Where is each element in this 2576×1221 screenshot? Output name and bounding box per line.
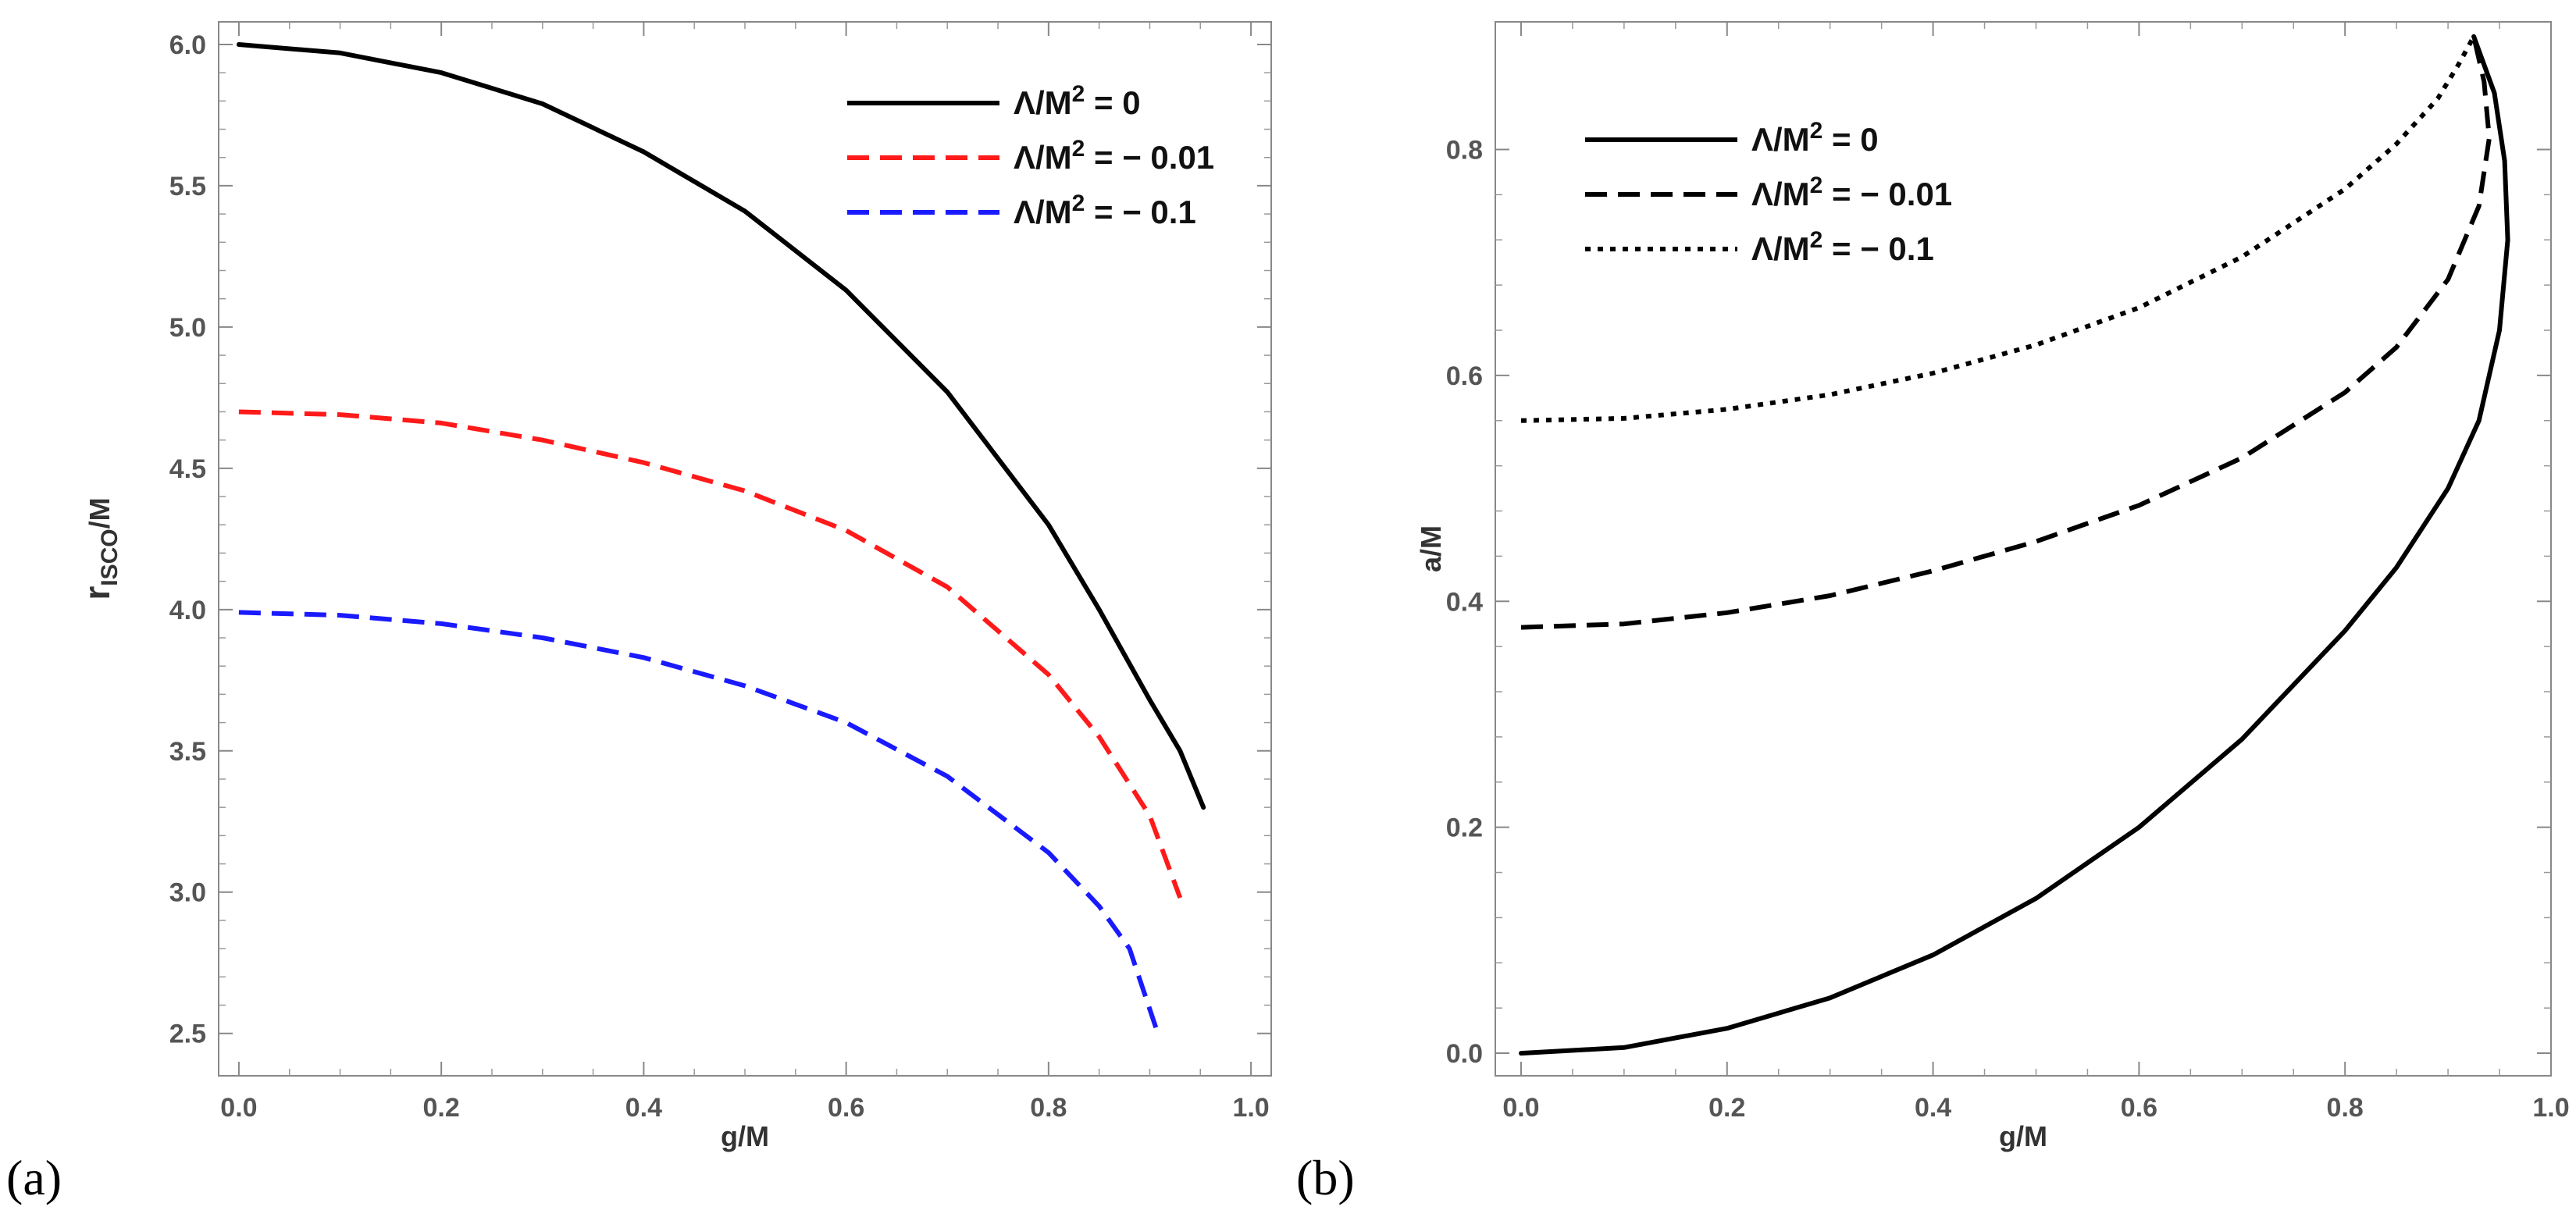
plot-frame	[218, 21, 1272, 1077]
series-line	[238, 409, 1183, 899]
series-line	[1520, 36, 2492, 630]
series-line	[1520, 35, 2476, 423]
chart-panel-b: 0.0 0.2 0.4 0.6 0.8 1.0 0.0 0.2 0.4 0.6 0.8 Λ/M2 = …	[1296, 21, 2570, 1205]
y-tick-label: 3.0	[169, 878, 206, 908]
legend-label: Λ/M2 = 0	[1751, 118, 1879, 158]
x-tick-label: 0.6	[2121, 1093, 2157, 1123]
panel-label: (a)	[6, 1150, 62, 1205]
y-tick-label: 5.0	[169, 313, 206, 343]
x-tick-label: 0.8	[2327, 1093, 2364, 1123]
x-tick-label: 1.0	[1232, 1093, 1269, 1123]
y-tick-label: 3.5	[169, 737, 206, 767]
x-tick-label: 0.2	[423, 1093, 460, 1123]
legend-label: Λ/M2 = − 0.1	[1014, 190, 1196, 230]
series-line	[238, 610, 1160, 1034]
x-tick-label: 0.0	[220, 1093, 257, 1123]
x-axis-label: g/M	[1999, 1120, 2047, 1152]
x-tick-label: 0.4	[625, 1093, 662, 1123]
y-tick-label: 0.4	[1446, 587, 1483, 617]
y-tick-label: 5.5	[169, 172, 206, 201]
panel-label: (b)	[1296, 1150, 1355, 1205]
y-tick-label: 6.0	[169, 30, 206, 60]
x-tick-label: 0.8	[1030, 1093, 1067, 1123]
x-tick-label: 0.6	[828, 1093, 864, 1123]
y-tick-label: 0.0	[1446, 1039, 1483, 1069]
legend-label: Λ/M2 = − 0.1	[1751, 227, 1934, 267]
y-axis-label: rISCO/M	[77, 497, 123, 600]
legend-label: Λ/M2 = − 0.01	[1751, 173, 1952, 212]
x-tick-label: 0.2	[1708, 1093, 1745, 1123]
y-tick-label: 4.0	[169, 596, 206, 625]
y-axis-label: a/M	[1415, 525, 1447, 572]
x-axis-label: g/M	[721, 1120, 769, 1152]
legend-label: Λ/M2 = 0	[1014, 81, 1141, 121]
legend-label: Λ/M2 = − 0.01	[1014, 136, 1214, 176]
series-line	[1519, 34, 2510, 1056]
y-tick-label: 2.5	[169, 1020, 206, 1049]
y-tick-label: 0.8	[1446, 136, 1483, 166]
y-tick-label: 4.5	[169, 454, 206, 484]
x-tick-label: 1.0	[2532, 1093, 2569, 1123]
y-tick-label: 0.6	[1446, 361, 1483, 391]
x-tick-label: 0.0	[1502, 1093, 1539, 1123]
series-line	[236, 42, 1206, 810]
chart-panel-a: 0.0 0.2 0.4 0.6 0.8 1.0 2.5 3.0 3.5 4.0 4.5 5.0 5.5 6…	[6, 21, 1272, 1205]
plot-frame	[1495, 21, 2552, 1077]
y-tick-label: 0.2	[1446, 813, 1483, 843]
x-tick-label: 0.4	[1915, 1093, 1951, 1123]
